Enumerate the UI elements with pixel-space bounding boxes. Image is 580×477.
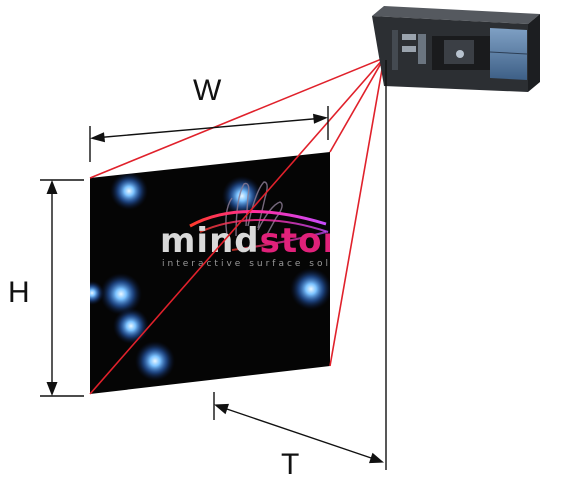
width-label: W	[193, 74, 222, 107]
height-dimension	[40, 179, 84, 397]
throw-dimension	[213, 392, 384, 464]
projection-line-top-left	[89, 57, 385, 179]
logo-swirl	[189, 209, 329, 251]
projection-line-top-right	[329, 57, 385, 153]
width-dimension	[89, 106, 329, 162]
logo-left-text: mind	[160, 221, 260, 261]
touch-blob	[290, 268, 330, 310]
touch-blob	[110, 172, 148, 210]
touch-blob	[222, 176, 262, 216]
logo-tagline: interactive surface solutions	[162, 259, 377, 269]
projection-screen: mindstorm interactive surface solutions	[90, 152, 377, 394]
projection-line-bottom-left	[89, 57, 385, 395]
height-label: H	[8, 276, 30, 309]
projection-line-bottom-right	[329, 57, 385, 367]
logo-wordmark: mindstorm	[160, 221, 377, 261]
logo-right-text: storm	[260, 221, 377, 261]
touch-blob	[90, 281, 104, 305]
projection-lines	[89, 57, 385, 395]
touch-blob	[100, 273, 142, 315]
projector-icon	[372, 6, 540, 92]
touch-blob	[113, 308, 149, 344]
touch-blob	[135, 341, 175, 381]
hand-icon	[225, 181, 283, 241]
throw-label: T	[281, 448, 299, 477]
